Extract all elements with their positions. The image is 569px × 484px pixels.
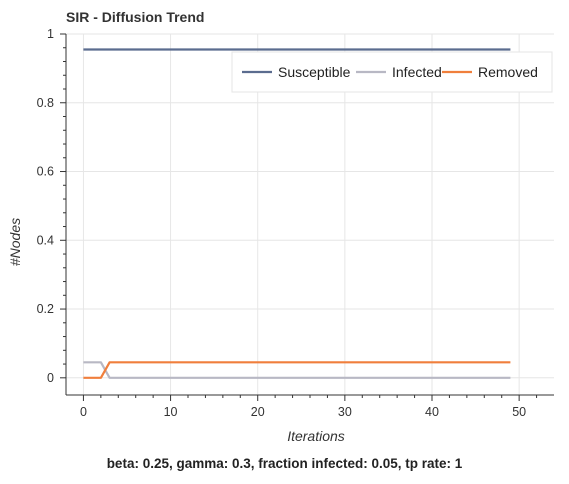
y-tick-label: 0.2 xyxy=(37,302,54,316)
y-tick-label: 0.6 xyxy=(37,165,54,179)
y-tick-label: 0.8 xyxy=(37,96,54,110)
x-tick-label: 50 xyxy=(512,405,526,419)
y-tick-label: 0.4 xyxy=(37,233,54,247)
parameters-caption: beta: 0.25, gamma: 0.3, fraction infecte… xyxy=(106,456,463,471)
series-lines xyxy=(83,48,511,379)
x-tick-label: 20 xyxy=(251,405,265,419)
legend-label-infected: Infected xyxy=(392,64,442,80)
x-tick-label: 30 xyxy=(338,405,352,419)
y-tick-label: 1 xyxy=(47,27,54,41)
y-axis-label: #Nodes xyxy=(7,218,23,266)
legend-label-susceptible: Susceptible xyxy=(278,64,351,80)
x-tick-label: 10 xyxy=(164,405,178,419)
axes: 00.20.40.60.810 10 20 30 40 50 xyxy=(37,27,554,419)
x-tick-label: 0 xyxy=(80,405,87,419)
legend: Susceptible Infected Removed xyxy=(231,51,553,93)
series-line-removed xyxy=(83,361,511,379)
sir-diffusion-chart: SIR - Diffusion Trend 00.20.40.60.810 10 2… xyxy=(7,9,554,444)
x-axis-label: Iterations xyxy=(287,428,345,444)
y-tick-label: 0 xyxy=(47,371,54,385)
legend-label-removed: Removed xyxy=(478,64,538,80)
x-tick-label: 40 xyxy=(425,405,439,419)
legend-box xyxy=(231,51,553,93)
series-line-infected xyxy=(83,361,511,379)
chart-title: SIR - Diffusion Trend xyxy=(66,9,204,25)
